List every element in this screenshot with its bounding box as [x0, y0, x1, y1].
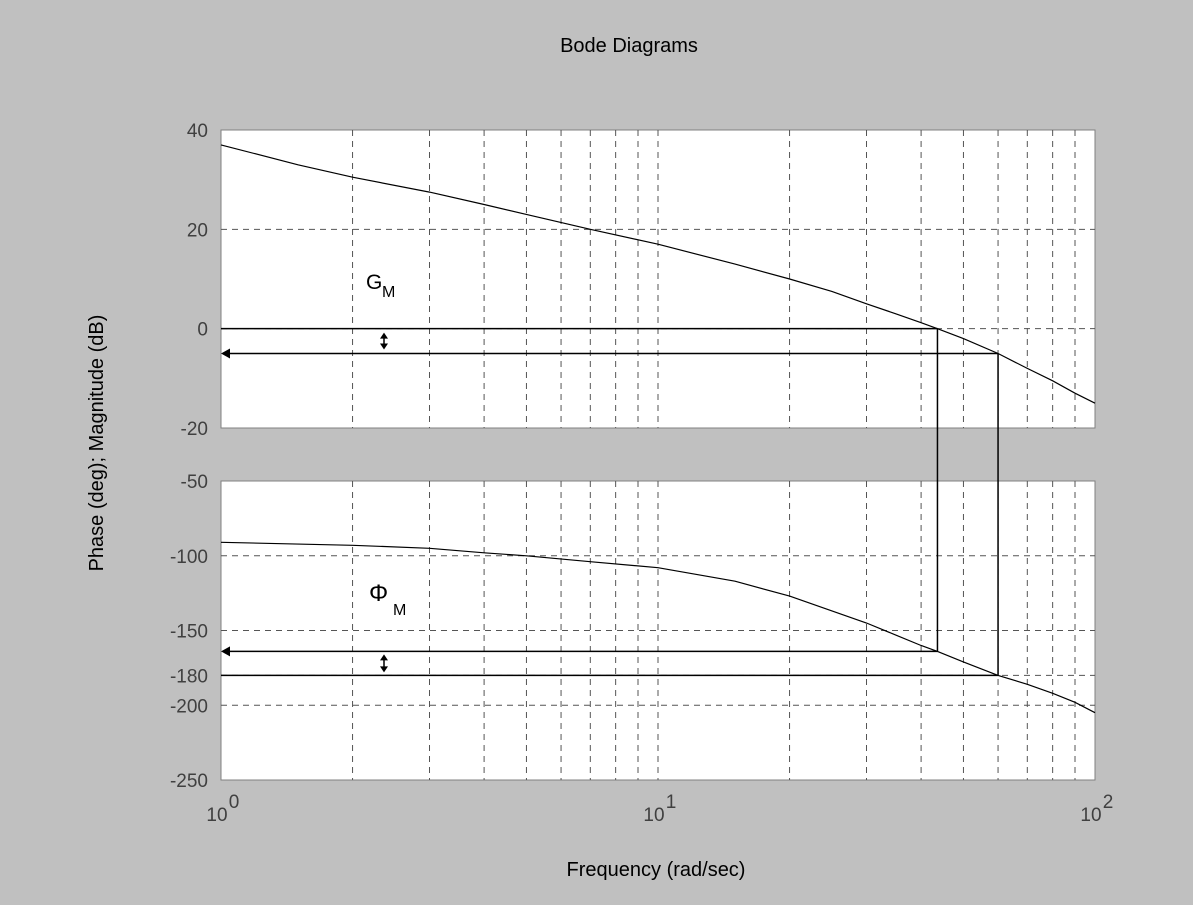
gain-margin-symbol: G: [366, 271, 382, 294]
y-tick-label: -20: [181, 419, 208, 440]
x-tick-base: 10: [206, 805, 227, 826]
phase-y-ticks: -50 -100 -150 -180 -200 -250: [170, 472, 208, 792]
phase-grid: [221, 481, 1095, 780]
gain-margin-label: G M: [366, 271, 395, 301]
chart-title: Bode Diagrams: [560, 35, 698, 57]
y-tick-label: -100: [170, 547, 208, 568]
phase-margin-symbol: Φ: [369, 580, 388, 607]
double-arrow-head-down: [380, 343, 388, 350]
double-arrow-head-up: [380, 654, 388, 661]
y-tick-label: 20: [187, 220, 208, 241]
phase-margin-subscript: M: [393, 602, 406, 619]
gain-margin-double-arrow: [380, 332, 388, 350]
margin-annotations: [221, 327, 999, 677]
y-tick-label: -200: [170, 696, 208, 717]
phase-margin-arrowhead: [221, 646, 230, 657]
phase-panel: -50 -100 -150 -180 -200 -250: [170, 472, 1096, 792]
phase-margin-double-arrow: [380, 654, 388, 673]
x-tick-base: 10: [1080, 805, 1101, 826]
y-tick-label: 40: [187, 121, 208, 142]
x-axis-label: Frequency (rad/sec): [567, 859, 746, 881]
gain-margin-arrowhead: [221, 348, 230, 359]
y-tick-label: -250: [170, 771, 208, 792]
magnitude-grid: [221, 130, 1095, 428]
x-tick-exponent: 2: [1103, 792, 1114, 813]
phase-curve: [220, 541, 1096, 714]
curves: [220, 144, 1096, 714]
y-tick-label: -50: [181, 472, 208, 493]
y-tick-label: -150: [170, 622, 208, 643]
magnitude-y-ticks: 40 20 0 -20: [181, 121, 208, 440]
double-arrow-head-down: [380, 666, 388, 673]
double-arrow-head-up: [380, 332, 388, 339]
y-axis-label: Phase (deg); Magnitude (dB): [86, 315, 108, 572]
y-tick-label: -180: [170, 666, 208, 687]
y-tick-label: 0: [197, 320, 208, 341]
x-tick-label: 101: [643, 792, 676, 826]
phase-margin-label: Φ M: [369, 580, 406, 619]
x-tick-label: 102: [1080, 792, 1113, 826]
x-tick-exponent: 0: [229, 792, 240, 813]
x-tick-label: 100: [206, 792, 239, 826]
x-tick-exponent: 1: [666, 792, 677, 813]
gain-margin-subscript: M: [382, 284, 395, 301]
magnitude-curve: [220, 144, 1096, 404]
x-tick-base: 10: [643, 805, 664, 826]
